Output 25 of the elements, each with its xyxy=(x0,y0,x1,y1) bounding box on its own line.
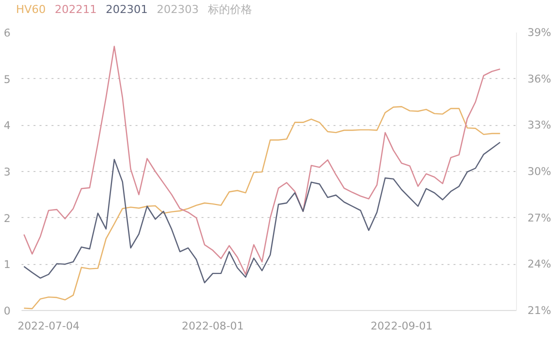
y-tick-label: 3 xyxy=(4,166,10,178)
text: 202211 xyxy=(54,3,97,16)
y2-tick-label: 33% xyxy=(528,118,552,132)
y-tick-label: 5 xyxy=(4,72,10,86)
text: HV60 xyxy=(16,3,46,16)
text: 202301 xyxy=(106,3,148,16)
legend-label: 标的价格 xyxy=(208,3,252,16)
line-series xyxy=(23,142,501,284)
y-tick-label: 0 xyxy=(4,304,11,318)
y-tick-label: 1 xyxy=(4,258,10,272)
x-tick-label: 2022-07-04 xyxy=(18,320,80,332)
y2-tick-label: 39% xyxy=(528,26,552,39)
y2-tick-label: 27% xyxy=(528,211,552,224)
y-tick-label: 6 xyxy=(4,26,11,40)
x-tick-label: 2022-09-01 xyxy=(370,320,433,332)
y2-tick-label: 21% xyxy=(528,304,552,317)
y-tick-label: 4 xyxy=(4,119,11,132)
y2-tick-label: 24% xyxy=(528,258,552,271)
legend-label: 202303 xyxy=(156,3,199,16)
y2-tick-label: 30% xyxy=(528,165,552,178)
x-tick-label: 2022-08-01 xyxy=(182,320,244,332)
y-tick-label: 2 xyxy=(4,212,10,225)
line-series xyxy=(23,46,501,275)
line-series xyxy=(23,106,501,310)
y2-tick-label: 36% xyxy=(528,72,552,86)
